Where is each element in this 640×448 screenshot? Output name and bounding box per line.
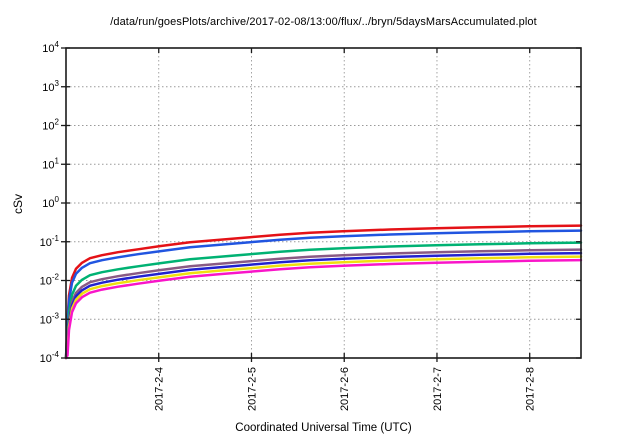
series-yellow-curve <box>64 255 583 360</box>
y-tick-label: 10-3 <box>40 311 60 326</box>
y-tick-label: 103 <box>42 79 59 94</box>
series-purple-curve <box>64 248 583 360</box>
chart-title: /data/run/goesPlots/archive/2017-02-08/1… <box>110 16 537 28</box>
y-tick-label: 101 <box>42 156 59 171</box>
y-tick-label: 10-1 <box>40 234 60 249</box>
x-tick-label: 2017-2-6 <box>339 367 351 411</box>
y-tick-label: 104 <box>42 40 59 55</box>
series-navy-curve <box>64 251 583 360</box>
x-tick-label: 2017-2-4 <box>154 367 166 411</box>
x-axis-label: Coordinated Universal Time (UTC) <box>235 422 412 434</box>
series-green-curve <box>64 241 583 360</box>
y-tick-label: 102 <box>42 118 59 133</box>
x-tick-label: 2017-2-7 <box>432 367 444 411</box>
y-axis-label: cSv <box>11 194 25 215</box>
y-tick-label: 10-2 <box>40 273 60 288</box>
x-tick-label: 2017-2-8 <box>525 367 537 411</box>
y-tick-label: 100 <box>42 195 59 210</box>
series-blue-curve <box>64 229 583 360</box>
x-tick-label: 2017-2-5 <box>246 367 258 411</box>
series-red-curve <box>64 224 583 360</box>
y-tick-label: 10-4 <box>40 350 60 365</box>
series-magenta-curve <box>64 258 583 360</box>
